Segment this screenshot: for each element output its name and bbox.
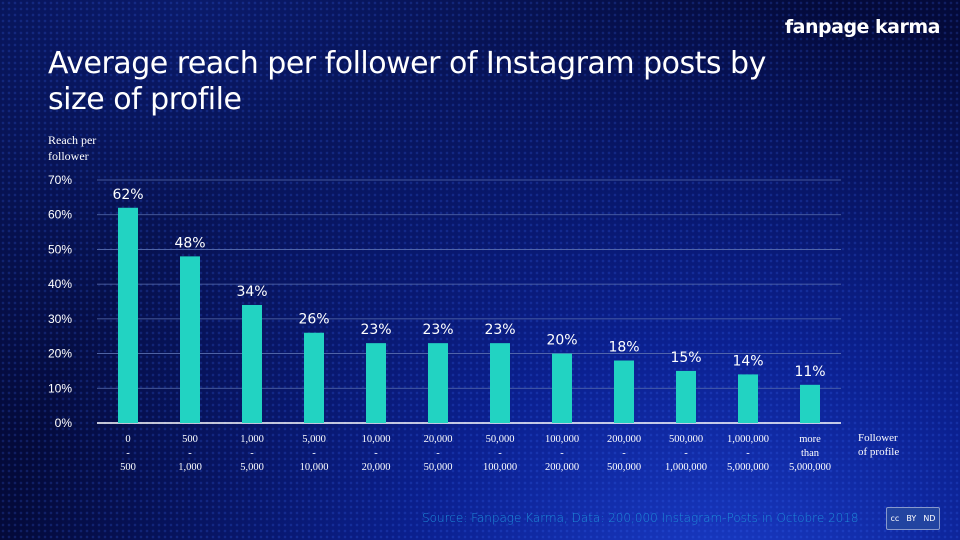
y-tick-label: 0% <box>55 416 73 430</box>
data-label: 48% <box>174 235 205 251</box>
x-tick-label: 200,000 <box>607 434 641 445</box>
data-label: 20% <box>546 333 577 349</box>
y-tick-label: 20% <box>48 347 72 361</box>
x-tick-label: 500 <box>182 434 198 445</box>
data-label: 18% <box>608 340 639 356</box>
x-tick-label: 500,000 <box>607 462 641 473</box>
x-tick-label: 100,000 <box>483 462 517 473</box>
x-tick-label: - <box>560 448 564 459</box>
x-tick-label: more <box>799 434 821 445</box>
x-tick-label: 200,000 <box>545 462 579 473</box>
x-tick-label: 20,000 <box>424 434 453 445</box>
x-tick-label: - <box>436 448 440 459</box>
x-tick-label: - <box>746 448 750 459</box>
bar <box>428 343 448 423</box>
data-label: 26% <box>298 312 329 328</box>
bar <box>800 384 820 423</box>
x-tick-label: - <box>622 448 626 459</box>
data-label: 23% <box>484 322 515 338</box>
x-tick-label: - <box>684 448 688 459</box>
x-tick-label: - <box>188 448 192 459</box>
x-tick-label: - <box>374 448 378 459</box>
x-tick-label: 5,000,000 <box>789 462 831 473</box>
x-tick-label: 50,000 <box>424 462 453 473</box>
bar <box>118 207 138 423</box>
x-tick-label: - <box>312 448 316 459</box>
x-axis-label: Follower of profile <box>858 432 900 458</box>
bar <box>242 304 262 423</box>
x-tick-label: - <box>250 448 254 459</box>
data-label: 14% <box>732 353 763 369</box>
y-tick-label: 40% <box>48 277 72 291</box>
x-tick-label: 500,000 <box>669 434 703 445</box>
y-tick-label: 30% <box>48 312 72 326</box>
x-tick-label: - <box>498 448 502 459</box>
x-tick-label: 500 <box>120 462 136 473</box>
cc-by-nd-icon: cc BY ND <box>886 507 940 530</box>
data-label: 11% <box>794 364 825 380</box>
bar <box>304 332 324 423</box>
x-tick-label: 1,000,000 <box>727 434 769 445</box>
bar <box>180 256 200 423</box>
bar <box>552 353 572 423</box>
x-tick-label: - <box>126 448 130 459</box>
x-tick-label: 0 <box>125 434 130 445</box>
x-tick-label: 1,000,000 <box>665 462 707 473</box>
x-tick-label: 5,000 <box>302 434 326 445</box>
brand-logo: fanpage karma <box>784 16 941 38</box>
x-tick-label: than <box>801 448 820 459</box>
x-tick-label: 5,000 <box>240 462 264 473</box>
y-axis-label: Reach per follower <box>48 133 97 163</box>
y-tick-label: 70% <box>48 173 72 187</box>
x-tick-label: 50,000 <box>486 434 515 445</box>
bar <box>738 374 758 423</box>
data-label: 62% <box>112 187 143 203</box>
bar <box>490 343 510 423</box>
y-tick-label: 60% <box>48 208 72 222</box>
x-tick-label: 1,000 <box>178 462 202 473</box>
data-label: 23% <box>422 322 453 338</box>
y-tick-label: 50% <box>48 242 72 256</box>
data-label: 34% <box>236 284 267 300</box>
bar <box>614 360 634 423</box>
x-tick-label: 100,000 <box>545 434 579 445</box>
data-label: 23% <box>360 322 391 338</box>
y-tick-label: 10% <box>48 381 72 395</box>
x-tick-label: 10,000 <box>300 462 329 473</box>
x-tick-label: 5,000,000 <box>727 462 769 473</box>
data-label: 15% <box>670 350 701 366</box>
x-tick-label: 20,000 <box>362 462 391 473</box>
source-note: Source: Fanpage Karma, Data: 200,000 Ins… <box>422 511 859 525</box>
x-tick-label: 10,000 <box>362 434 391 445</box>
bar <box>366 343 386 423</box>
x-tick-label: 1,000 <box>240 434 264 445</box>
chart-title: Average reach per follower of Instagram … <box>48 46 766 117</box>
bar <box>676 370 696 423</box>
